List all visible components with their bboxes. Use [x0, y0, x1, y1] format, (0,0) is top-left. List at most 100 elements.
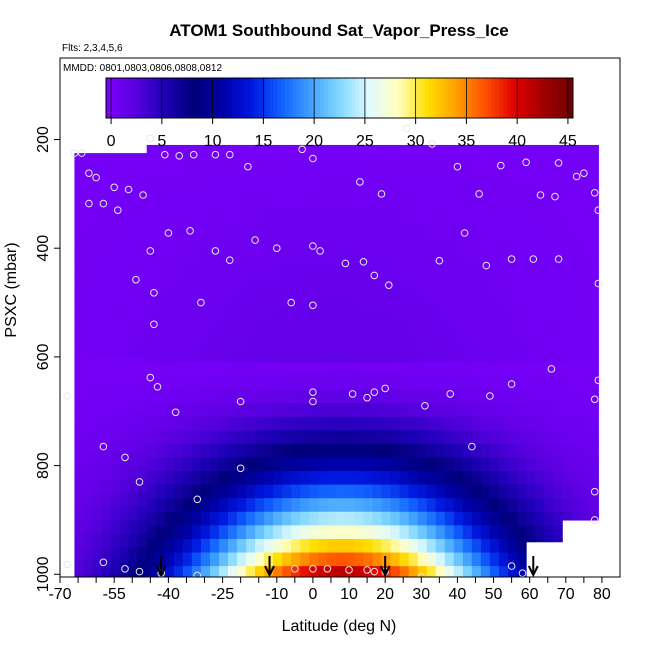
heatmap-cell	[562, 185, 572, 200]
heatmap-cell	[218, 416, 229, 431]
heatmap-cell	[101, 221, 112, 236]
heatmap-cell	[209, 253, 220, 268]
heatmap-cell	[209, 538, 220, 554]
colorbar-segment	[526, 78, 531, 118]
heatmap-cell	[110, 465, 121, 480]
heatmap-cell	[589, 226, 599, 241]
heatmap-cell	[589, 212, 599, 228]
heatmap-cell	[218, 375, 229, 391]
heatmap-cell	[264, 321, 274, 336]
heatmap-cell	[553, 158, 563, 173]
heatmap-cell	[363, 321, 374, 336]
heatmap-cell	[282, 307, 292, 323]
heatmap-cell	[372, 144, 383, 160]
heatmap-cell	[110, 166, 121, 181]
heatmap-cell	[426, 457, 437, 472]
heatmap-cell	[291, 158, 301, 173]
heatmap-cell	[74, 207, 85, 222]
heatmap-cell	[282, 321, 292, 336]
heatmap-cell	[83, 452, 94, 467]
heatmap-cell	[553, 416, 563, 431]
heatmap-cell	[444, 226, 455, 241]
heatmap-cell	[372, 240, 383, 255]
sample-point	[446, 390, 455, 398]
heatmap-cell	[553, 375, 563, 391]
heatmap-cell	[517, 226, 527, 241]
heatmap-cell	[237, 185, 247, 200]
heatmap-cell	[92, 343, 103, 358]
heatmap-cell	[264, 375, 274, 391]
heatmap-cell	[336, 525, 347, 540]
heatmap-cell	[372, 348, 383, 363]
heatmap-cell	[553, 199, 563, 214]
dates-label: MMDD: 0801,0803,0806,0808,0812	[63, 63, 222, 74]
heatmap-cell	[580, 240, 590, 255]
heatmap-cell	[435, 403, 446, 418]
heatmap-cell	[444, 443, 455, 459]
heatmap-cell	[535, 158, 545, 173]
heatmap-cell	[209, 212, 220, 228]
heatmap-cell	[390, 457, 401, 472]
heatmap-cell	[471, 199, 482, 214]
heatmap-cell	[345, 335, 356, 350]
heatmap-cell	[471, 375, 482, 391]
heatmap-cell	[273, 484, 283, 499]
heatmap-cell	[471, 362, 482, 377]
heatmap-cell	[526, 375, 536, 391]
heatmap-cell	[544, 335, 554, 350]
heatmap-cell	[255, 457, 265, 472]
colorbar-segment	[183, 78, 189, 118]
colorbar-segment	[121, 78, 126, 118]
heatmap-cell	[327, 280, 337, 296]
heatmap-cell	[517, 471, 527, 486]
colorbar-segment	[137, 78, 142, 118]
heatmap-cell	[562, 267, 572, 282]
heatmap-cell	[209, 375, 220, 391]
heatmap-cell	[498, 389, 509, 404]
colorbar-segment	[164, 78, 169, 118]
heatmap-cell	[408, 525, 419, 540]
heatmap-cell	[363, 538, 374, 554]
heatmap-cell	[264, 267, 274, 282]
heatmap-cell	[453, 403, 464, 418]
heatmap-cell	[363, 294, 374, 309]
heatmap-cell	[508, 294, 518, 309]
heatmap-cell	[345, 267, 356, 282]
sample-point	[114, 206, 122, 214]
heatmap-cell	[92, 234, 103, 249]
heatmap-cell	[309, 484, 319, 499]
heatmap-cell	[345, 294, 356, 309]
heatmap-cell	[119, 438, 130, 453]
heatmap-cell	[426, 335, 437, 350]
heatmap-cell	[372, 511, 383, 526]
heatmap-cell	[390, 158, 401, 173]
heatmap-cell	[526, 389, 536, 404]
heatmap-cell	[589, 240, 599, 255]
sample-point	[507, 380, 516, 388]
heatmap-cell	[363, 199, 374, 214]
heatmap-cell	[580, 457, 590, 472]
heatmap-cell	[327, 172, 337, 187]
heatmap-cell	[553, 321, 563, 336]
colorbar-segment	[292, 78, 298, 118]
heatmap-cell	[372, 471, 383, 486]
heatmap-cell	[191, 280, 202, 296]
heatmap-cell	[237, 525, 247, 540]
heatmap-cell	[526, 253, 536, 268]
heatmap-cell	[435, 457, 446, 472]
heatmap-cell	[110, 221, 121, 236]
heatmap-cell	[480, 307, 491, 323]
colorbar-segment	[436, 78, 442, 118]
heatmap-cell	[517, 307, 527, 323]
heatmap-cell	[471, 212, 482, 228]
heatmap-cell	[164, 158, 175, 173]
heatmap-cell	[399, 403, 410, 418]
colorbar-segment	[347, 78, 352, 118]
heatmap-cell	[146, 525, 157, 540]
heatmap-cell	[517, 158, 527, 173]
sample-point	[161, 150, 169, 159]
heatmap-cell	[173, 253, 184, 268]
heatmap-cell	[471, 144, 482, 160]
sample-point	[594, 376, 603, 385]
heatmap-cell	[498, 362, 509, 377]
